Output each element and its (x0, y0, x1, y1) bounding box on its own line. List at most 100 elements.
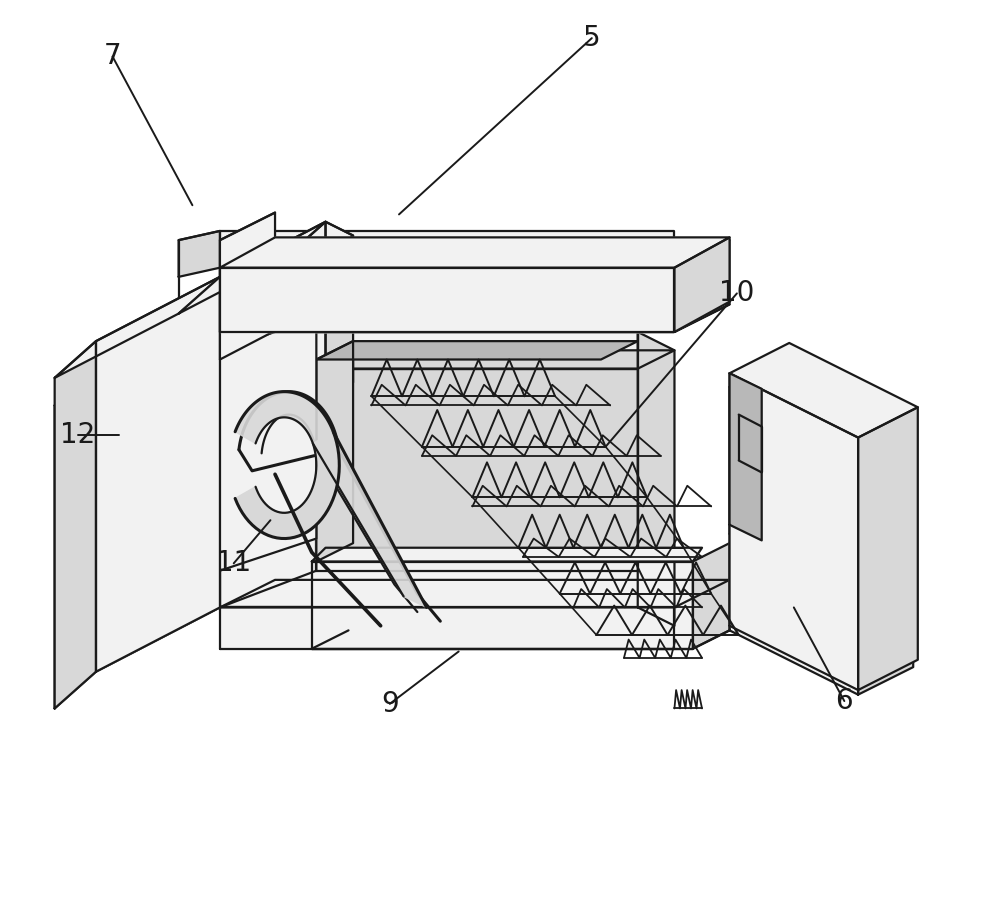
Polygon shape (308, 412, 326, 430)
Polygon shape (55, 341, 96, 708)
Polygon shape (693, 543, 730, 648)
Polygon shape (310, 417, 329, 433)
Polygon shape (179, 250, 326, 341)
Polygon shape (220, 318, 316, 571)
Text: 7: 7 (104, 42, 121, 71)
Polygon shape (293, 392, 300, 415)
Polygon shape (276, 393, 283, 416)
Polygon shape (858, 424, 913, 694)
Polygon shape (326, 250, 353, 382)
Polygon shape (220, 608, 674, 648)
Polygon shape (262, 400, 276, 422)
Polygon shape (295, 393, 302, 416)
Polygon shape (311, 420, 331, 435)
Polygon shape (220, 231, 674, 268)
Polygon shape (307, 410, 325, 428)
Polygon shape (271, 395, 280, 417)
Polygon shape (674, 238, 730, 332)
Polygon shape (220, 332, 638, 368)
Polygon shape (241, 437, 263, 447)
Polygon shape (220, 240, 730, 268)
Polygon shape (283, 391, 287, 415)
Text: 11: 11 (216, 549, 251, 577)
Polygon shape (314, 431, 335, 443)
Polygon shape (298, 396, 309, 418)
Polygon shape (312, 548, 702, 562)
Polygon shape (316, 350, 674, 368)
Polygon shape (316, 447, 339, 453)
Polygon shape (301, 399, 313, 420)
Polygon shape (284, 250, 353, 300)
Text: 10: 10 (719, 279, 755, 308)
Polygon shape (312, 422, 332, 437)
Polygon shape (730, 343, 918, 437)
Polygon shape (253, 410, 270, 428)
Polygon shape (179, 231, 220, 277)
Polygon shape (730, 359, 913, 451)
Polygon shape (96, 277, 220, 671)
Polygon shape (179, 222, 326, 313)
Polygon shape (309, 414, 328, 431)
Polygon shape (292, 392, 297, 415)
Polygon shape (638, 332, 674, 625)
Polygon shape (258, 403, 273, 424)
Polygon shape (242, 431, 264, 443)
Polygon shape (220, 222, 326, 359)
Polygon shape (220, 332, 638, 608)
Polygon shape (235, 391, 427, 608)
Polygon shape (255, 408, 271, 426)
Polygon shape (55, 368, 96, 708)
Polygon shape (269, 396, 279, 418)
Polygon shape (239, 447, 262, 453)
Text: 5: 5 (583, 24, 601, 52)
Polygon shape (305, 405, 321, 426)
Polygon shape (291, 391, 295, 415)
Polygon shape (315, 443, 338, 451)
Polygon shape (326, 222, 353, 318)
Text: 9: 9 (381, 690, 399, 717)
Polygon shape (246, 422, 266, 437)
Polygon shape (300, 397, 311, 419)
Polygon shape (241, 434, 263, 445)
Polygon shape (220, 213, 275, 277)
Polygon shape (278, 392, 284, 415)
Polygon shape (55, 277, 220, 378)
Polygon shape (243, 428, 265, 441)
Polygon shape (730, 387, 858, 694)
Polygon shape (730, 387, 757, 548)
Polygon shape (220, 580, 730, 608)
Polygon shape (730, 373, 858, 690)
Polygon shape (315, 437, 337, 447)
Polygon shape (267, 397, 278, 419)
Polygon shape (316, 368, 638, 571)
Polygon shape (280, 392, 286, 415)
Polygon shape (316, 341, 638, 359)
Polygon shape (220, 268, 674, 332)
Polygon shape (306, 408, 323, 426)
Polygon shape (284, 222, 353, 273)
Polygon shape (674, 240, 730, 332)
Polygon shape (730, 373, 762, 541)
Polygon shape (244, 426, 265, 438)
Polygon shape (304, 403, 319, 424)
Text: 12: 12 (60, 421, 95, 449)
Polygon shape (730, 373, 785, 401)
Polygon shape (240, 440, 262, 449)
Polygon shape (316, 341, 353, 562)
Polygon shape (285, 391, 288, 414)
Polygon shape (858, 407, 918, 690)
Polygon shape (314, 434, 336, 445)
Polygon shape (220, 250, 326, 424)
Polygon shape (247, 420, 267, 435)
Polygon shape (220, 268, 674, 332)
Polygon shape (248, 417, 267, 433)
Polygon shape (288, 391, 290, 414)
Polygon shape (312, 426, 333, 438)
Polygon shape (96, 305, 220, 671)
Polygon shape (296, 394, 304, 417)
Polygon shape (220, 238, 730, 268)
Text: 6: 6 (836, 687, 853, 715)
Polygon shape (315, 440, 338, 449)
Polygon shape (289, 391, 292, 414)
Polygon shape (239, 443, 262, 451)
